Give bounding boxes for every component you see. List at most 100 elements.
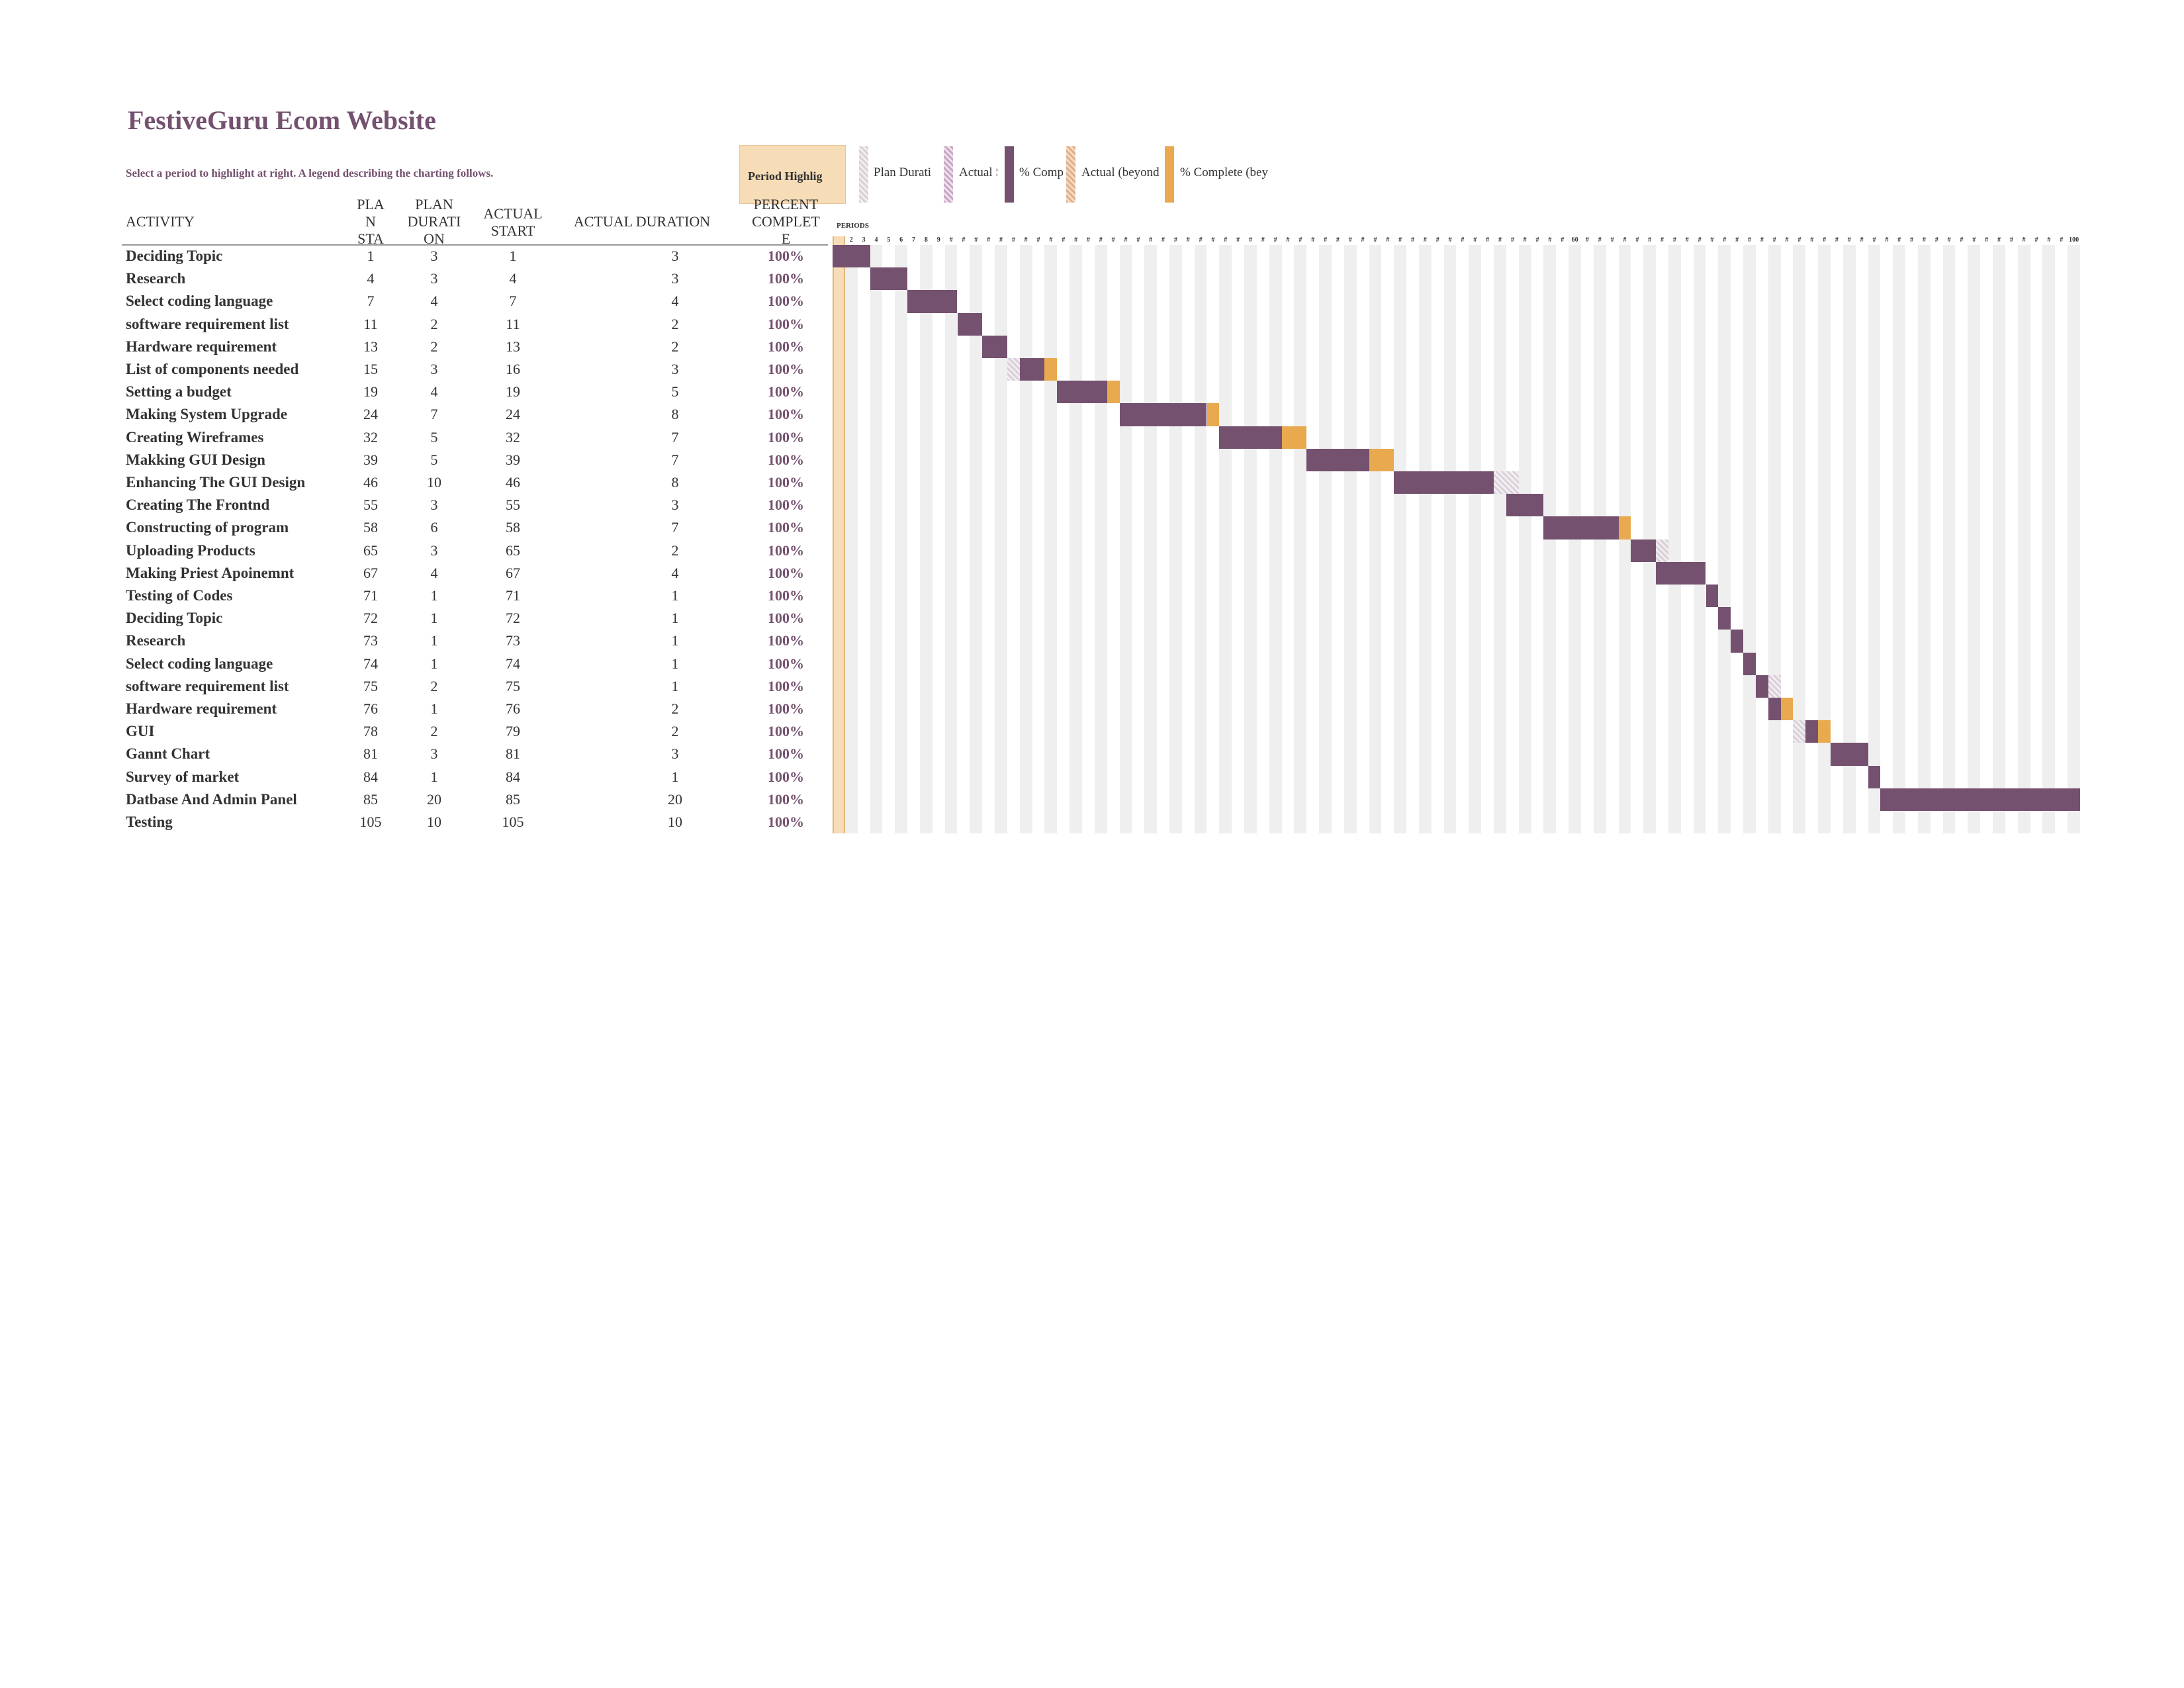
period-tick-label: # <box>1074 236 1078 244</box>
cell-plan-duration: 1 <box>430 632 438 649</box>
cell-actual-duration: 7 <box>671 428 679 445</box>
period-tick-label: # <box>1386 236 1390 244</box>
cell-percent: 100% <box>768 587 804 604</box>
cell-actual-duration: 2 <box>671 338 679 355</box>
cell-plan-start: 73 <box>363 632 378 649</box>
cell-plan-duration: 5 <box>430 451 438 468</box>
period-column-stripe <box>1917 245 1931 834</box>
cell-actual-start: 16 <box>506 361 520 377</box>
period-tick-label: # <box>1149 236 1153 244</box>
cell-actual-start: 19 <box>506 383 520 400</box>
period-column-stripe <box>895 245 908 834</box>
percent-complete-bar <box>1706 585 1719 608</box>
period-tick-label: # <box>1348 236 1352 244</box>
cell-activity: Setting a budget <box>126 383 232 400</box>
period-column-stripe <box>1843 245 1856 834</box>
period-tick-label: # <box>1261 236 1265 244</box>
percent-complete-bar <box>1506 494 1544 517</box>
period-tick-label: # <box>1199 236 1203 244</box>
period-tick-label: # <box>1461 236 1465 244</box>
cell-actual-duration: 1 <box>671 655 679 672</box>
period-tick-label: # <box>1398 236 1402 244</box>
cell-percent: 100% <box>768 519 804 536</box>
period-column-stripe <box>2017 245 2030 834</box>
period-tick-label: # <box>1585 236 1589 244</box>
cell-plan-start: 13 <box>363 338 378 355</box>
cell-plan-duration: 2 <box>430 723 438 740</box>
highlighted-period-column[interactable] <box>833 236 845 834</box>
period-tick-label: # <box>1972 236 1976 244</box>
period-tick-label: # <box>1672 236 1676 244</box>
cell-activity: software requirement list <box>126 315 289 332</box>
cell-plan-start: 7 <box>367 293 375 310</box>
period-column-stripe <box>1718 245 1731 834</box>
table-row: Constructing of program 58 6 58 7 100% <box>122 516 828 539</box>
cell-activity: Hardware requirement <box>126 338 277 355</box>
period-tick-label: # <box>1324 236 1328 244</box>
period-tick-label: # <box>1086 236 1090 244</box>
cell-percent: 100% <box>768 428 804 445</box>
cell-plan-duration: 5 <box>430 428 438 445</box>
cell-plan-duration: 4 <box>430 293 438 310</box>
period-tick-label: # <box>1298 236 1302 244</box>
period-tick-label: # <box>1860 236 1864 244</box>
period-tick-label: # <box>1186 236 1190 244</box>
period-tick-label: # <box>1735 236 1739 244</box>
period-tick-label: 7 <box>912 236 916 244</box>
table-row: Making System Upgrade 24 7 24 8 100% <box>122 403 828 426</box>
cell-actual-duration: 8 <box>671 474 679 491</box>
period-tick-label: # <box>1561 236 1565 244</box>
cell-actual-duration: 1 <box>671 677 679 694</box>
period-highlight-selector[interactable]: Period Highlig <box>739 145 846 204</box>
period-column-stripe <box>1968 245 1981 834</box>
period-column-stripe <box>1194 245 1207 834</box>
period-tick-label: # <box>1211 236 1215 244</box>
cell-actual-start: 67 <box>506 564 520 581</box>
period-column-stripe <box>1518 245 1531 834</box>
percent-complete-bar <box>1743 652 1756 675</box>
header-divider <box>122 244 828 246</box>
period-column-stripe <box>1593 245 1606 834</box>
cell-activity: Select coding language <box>126 293 273 310</box>
period-tick-label: # <box>1823 236 1827 244</box>
table-row: Hardware requirement 76 1 76 2 100% <box>122 698 828 720</box>
legend-label-plan: Plan Durati <box>874 165 932 179</box>
cell-plan-start: 78 <box>363 723 378 740</box>
table-row: Making Priest Apoinemnt 67 4 67 4 100% <box>122 562 828 585</box>
period-tick-label: 60 <box>1571 236 1578 244</box>
cell-plan-start: 76 <box>363 700 378 717</box>
percent-complete-beyond-bar <box>1281 426 1307 449</box>
period-column-stripe <box>1044 245 1058 834</box>
percent-complete-bar <box>1394 471 1494 494</box>
period-column-stripe <box>1618 245 1631 834</box>
period-tick-label: # <box>1635 236 1639 244</box>
cell-plan-duration: 7 <box>430 406 438 423</box>
period-column-stripe <box>1768 245 1781 834</box>
legend-swatch-actual-beyond <box>1066 146 1075 203</box>
cell-actual-start: 32 <box>506 428 520 445</box>
period-tick-label: # <box>1810 236 1814 244</box>
column-header-actual-start: ACTUAL START <box>483 205 543 239</box>
period-tick-label: # <box>1985 236 1989 244</box>
percent-complete-bar <box>1219 426 1282 449</box>
period-tick-label: # <box>1161 236 1165 244</box>
cell-percent: 100% <box>768 745 804 763</box>
period-tick-label: # <box>1062 236 1066 244</box>
period-column-stripe <box>1443 245 1457 834</box>
period-tick-label: # <box>1934 236 1938 244</box>
cell-activity: GUI <box>126 723 155 740</box>
subtitle: Select a period to highlight at right. A… <box>126 167 494 179</box>
cell-plan-start: 55 <box>363 496 378 514</box>
percent-complete-beyond-bar <box>1044 358 1058 381</box>
table-row: Deciding Topic 72 1 72 1 100% <box>122 607 828 630</box>
cell-actual-start: 4 <box>509 270 517 287</box>
cell-actual-start: 11 <box>506 315 520 332</box>
cell-activity: Testing <box>126 814 173 830</box>
cell-actual-start: 71 <box>506 587 520 604</box>
period-column-stripe <box>1244 245 1257 834</box>
cell-activity: Creating The Frontnd <box>126 496 270 514</box>
legend-label-complete: % Comp <box>1019 165 1064 179</box>
cell-plan-duration: 1 <box>430 768 438 785</box>
cell-activity: Research <box>126 632 186 649</box>
cell-actual-start: 79 <box>506 723 520 740</box>
